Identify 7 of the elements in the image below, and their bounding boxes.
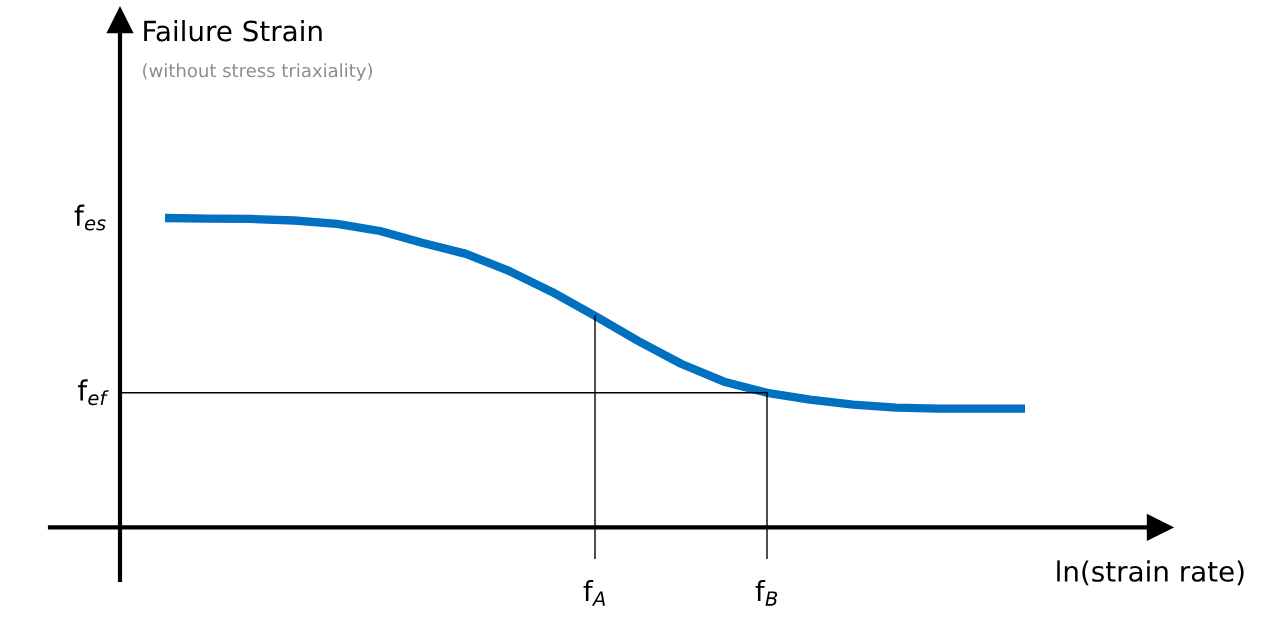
x-axis-title: ln(strain rate) — [1057, 560, 1244, 586]
x-tick-label: f$_{B}$ — [755, 580, 778, 606]
chart-title: Failure Strain — [144, 20, 322, 42]
text: f$_{es}$ — [74, 204, 106, 231]
ref-line-label: f$_{ef}$ — [78, 379, 109, 406]
x-tick-label: f$_{A}$ — [583, 580, 605, 606]
chart-subtitle: (without stress triaxiality) — [143, 63, 372, 81]
